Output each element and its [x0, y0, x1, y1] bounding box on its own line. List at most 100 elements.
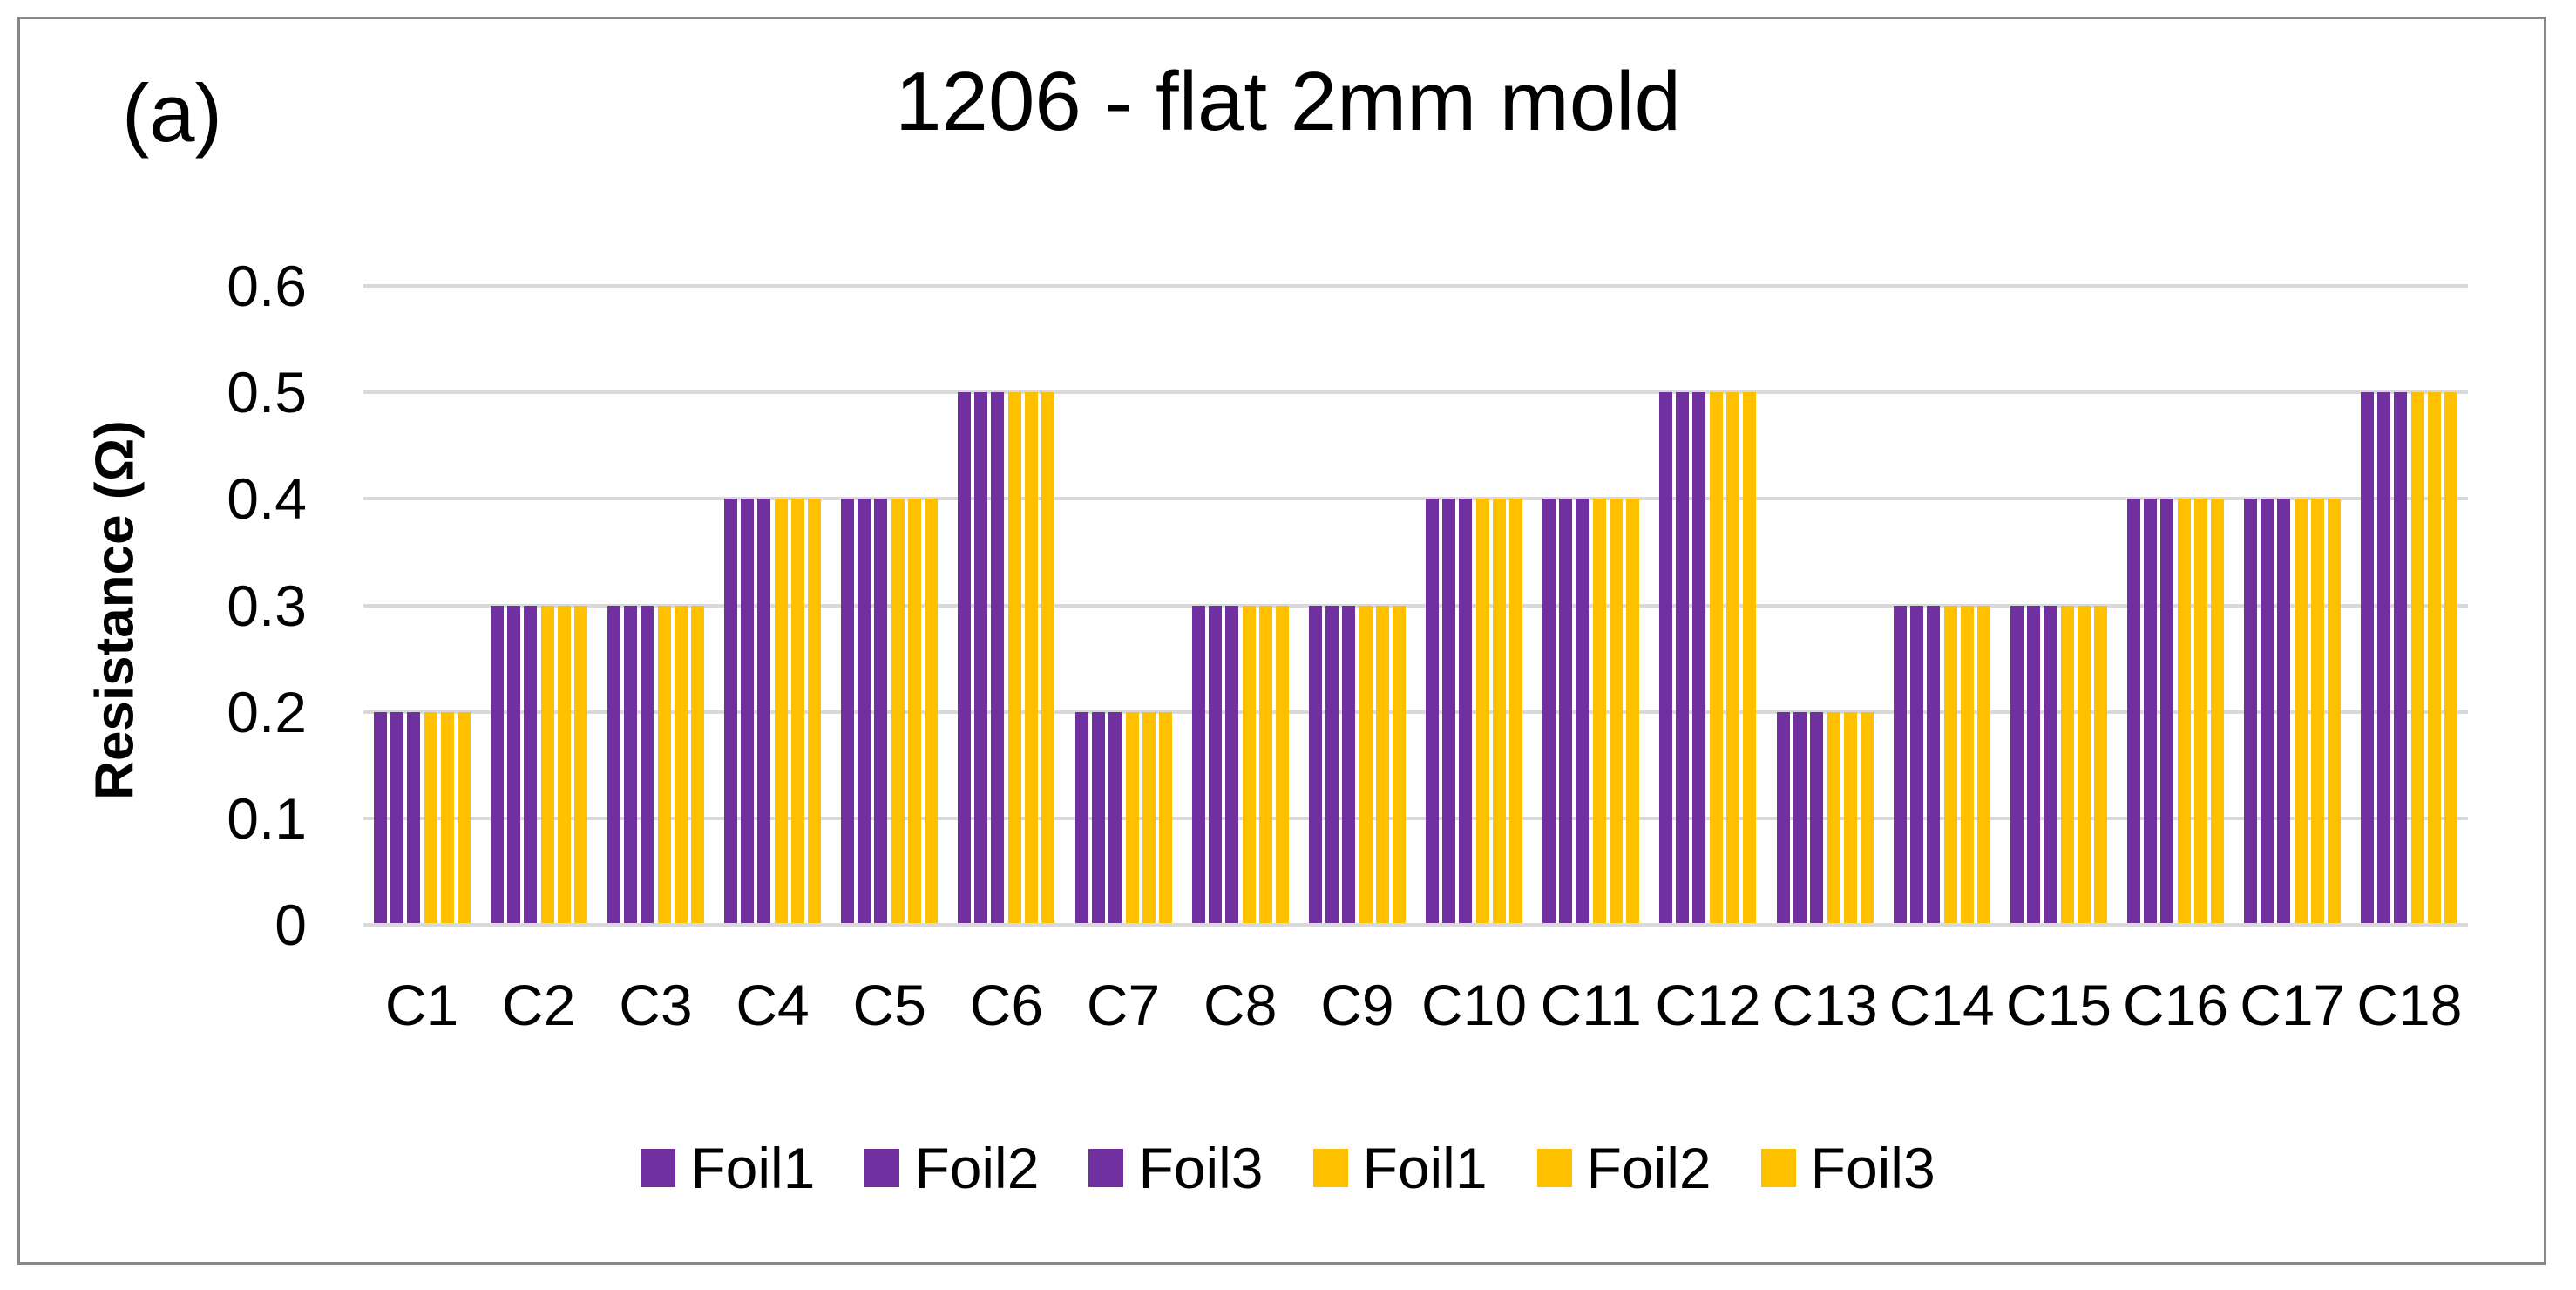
legend-item: Foil1 [1312, 1136, 1488, 1200]
bar-C4-Foil1-yellow [775, 499, 789, 923]
bar-C9-Foil1-yellow [1359, 605, 1373, 923]
bar-C8-Foil2-purple [1208, 605, 1222, 923]
bar-C14-Foil3-yellow [1976, 605, 1990, 923]
legend-label: Foil1 [1362, 1136, 1488, 1200]
bar-group-C3 [597, 286, 714, 925]
bar-C8-Foil3-yellow [1275, 605, 1289, 923]
bar-group-C5 [831, 286, 948, 925]
bar-group-C17 [2234, 286, 2351, 925]
bar-C14-Foil1-purple [1893, 605, 1907, 923]
bar-C7-Foil3-yellow [1158, 711, 1172, 923]
bar-C4-Foil1-purple [724, 499, 738, 923]
bar-C10-Foil3-yellow [1509, 499, 1523, 923]
bar-C5-Foil3-yellow [925, 499, 939, 923]
x-tick-label-C13: C13 [1772, 973, 1878, 1037]
bar-C14-Foil1-yellow [1943, 605, 1957, 923]
legend-label: Foil2 [1586, 1136, 1712, 1200]
bar-C4-Foil3-purple [757, 499, 771, 923]
legend-item: Foil3 [1760, 1139, 1935, 1197]
bar-C18-Foil2-purple [2377, 392, 2391, 923]
bar-C7-Foil2-purple [1091, 711, 1105, 923]
x-tick-label-C17: C17 [2240, 973, 2346, 1037]
legend-swatch [864, 1149, 900, 1187]
bar-C1-Foil2-yellow [440, 711, 454, 923]
legend-swatch [641, 1149, 676, 1187]
bar-C13-Foil1-yellow [1827, 711, 1840, 923]
bar-C16-Foil3-yellow [2211, 499, 2225, 923]
x-tick-label-C5: C5 [852, 973, 926, 1037]
bar-C3-Foil1-yellow [657, 605, 671, 923]
x-tick-label-C14: C14 [1888, 973, 1995, 1037]
bar-C12-Foil1-yellow [1710, 392, 1724, 923]
bar-group-C11 [1533, 286, 1650, 925]
bar-C2-Foil1-yellow [540, 605, 554, 923]
bar-C13-Foil3-purple [1809, 711, 1823, 923]
legend-item: Foil2 [1536, 1136, 1712, 1200]
x-tick-label-C6: C6 [969, 973, 1044, 1037]
gridline [363, 497, 2468, 501]
bar-group-C2 [480, 286, 597, 925]
plot-area [363, 284, 2468, 927]
bar-C2-Foil3-yellow [573, 605, 587, 923]
bar-group-C9 [1298, 286, 1415, 925]
bar-C17-Foil3-yellow [2328, 499, 2342, 923]
bar-C4-Foil2-purple [741, 499, 755, 923]
y-tick-label: 0.5 [227, 360, 307, 425]
bar-C10-Foil3-purple [1459, 499, 1473, 923]
gridline [363, 710, 2468, 714]
y-tick-label: 0 [275, 893, 307, 957]
bar-C5-Foil2-purple [858, 499, 871, 923]
bar-C13-Foil3-yellow [1860, 711, 1874, 923]
bar-C11-Foil1-yellow [1593, 499, 1607, 923]
bar-C10-Foil2-purple [1442, 499, 1456, 923]
legend-swatch [1760, 1149, 1796, 1187]
bar-C17-Foil1-yellow [2295, 499, 2308, 923]
bar-C15-Foil3-purple [2043, 605, 2057, 923]
bar-C8-Foil2-yellow [1258, 605, 1272, 923]
bar-C14-Foil2-yellow [1960, 605, 1974, 923]
bar-C16-Foil1-purple [2127, 499, 2141, 923]
bar-group-C6 [948, 286, 1065, 925]
bar-C13-Foil2-purple [1793, 711, 1807, 923]
bar-C3-Foil1-purple [607, 605, 620, 923]
bar-C3-Foil2-purple [623, 605, 637, 923]
bar-C17-Foil3-purple [2277, 499, 2291, 923]
bar-group-C10 [1416, 286, 1533, 925]
bar-group-C4 [715, 286, 831, 925]
bar-C14-Foil3-purple [1926, 605, 1940, 923]
legend-item: Foil3 [1088, 1139, 1264, 1197]
bar-C12-Foil3-yellow [1743, 392, 1757, 923]
x-tick-label-C12: C12 [1655, 973, 1761, 1037]
x-tick-label-C9: C9 [1320, 973, 1394, 1037]
bar-C15-Foil2-purple [2026, 605, 2040, 923]
bar-C2-Foil2-purple [506, 605, 520, 923]
legend-label: Foil2 [914, 1136, 1040, 1200]
bar-C4-Foil3-yellow [808, 499, 822, 923]
bar-group-C8 [1182, 286, 1298, 925]
bar-C5-Foil2-yellow [908, 499, 922, 923]
bar-C17-Foil1-purple [2244, 499, 2258, 923]
y-tick-label: 0.4 [227, 466, 307, 532]
bar-C1-Foil2-purple [390, 711, 403, 923]
bar-C12-Foil2-purple [1676, 392, 1690, 923]
chart-legend: Foil1 Foil2 Foil3 Foil1 Foil2 Foil3 [0, 1136, 2576, 1200]
y-tick-label: 0.2 [227, 679, 307, 744]
bar-C15-Foil1-purple [2010, 605, 2024, 923]
bar-C6-Foil1-purple [958, 392, 972, 923]
bar-C1-Foil3-purple [406, 711, 420, 923]
bar-C7-Foil2-yellow [1142, 711, 1156, 923]
bar-C17-Foil2-purple [2261, 499, 2274, 923]
bar-C3-Foil3-purple [640, 605, 654, 923]
bar-C8-Foil1-purple [1191, 605, 1205, 923]
bar-C18-Foil1-yellow [2411, 392, 2425, 923]
bar-C15-Foil3-yellow [2093, 605, 2107, 923]
bar-group-C15 [2000, 286, 2117, 925]
bar-C17-Foil2-yellow [2311, 499, 2325, 923]
gridline [363, 923, 2468, 927]
bar-C11-Foil1-purple [1542, 499, 1556, 923]
bar-C7-Foil1-yellow [1125, 711, 1139, 923]
legend-swatch [1088, 1149, 1124, 1187]
bar-C3-Foil3-yellow [690, 605, 704, 923]
x-tick-label-C16: C16 [2123, 973, 2229, 1037]
x-tick-label-C7: C7 [1086, 973, 1161, 1037]
